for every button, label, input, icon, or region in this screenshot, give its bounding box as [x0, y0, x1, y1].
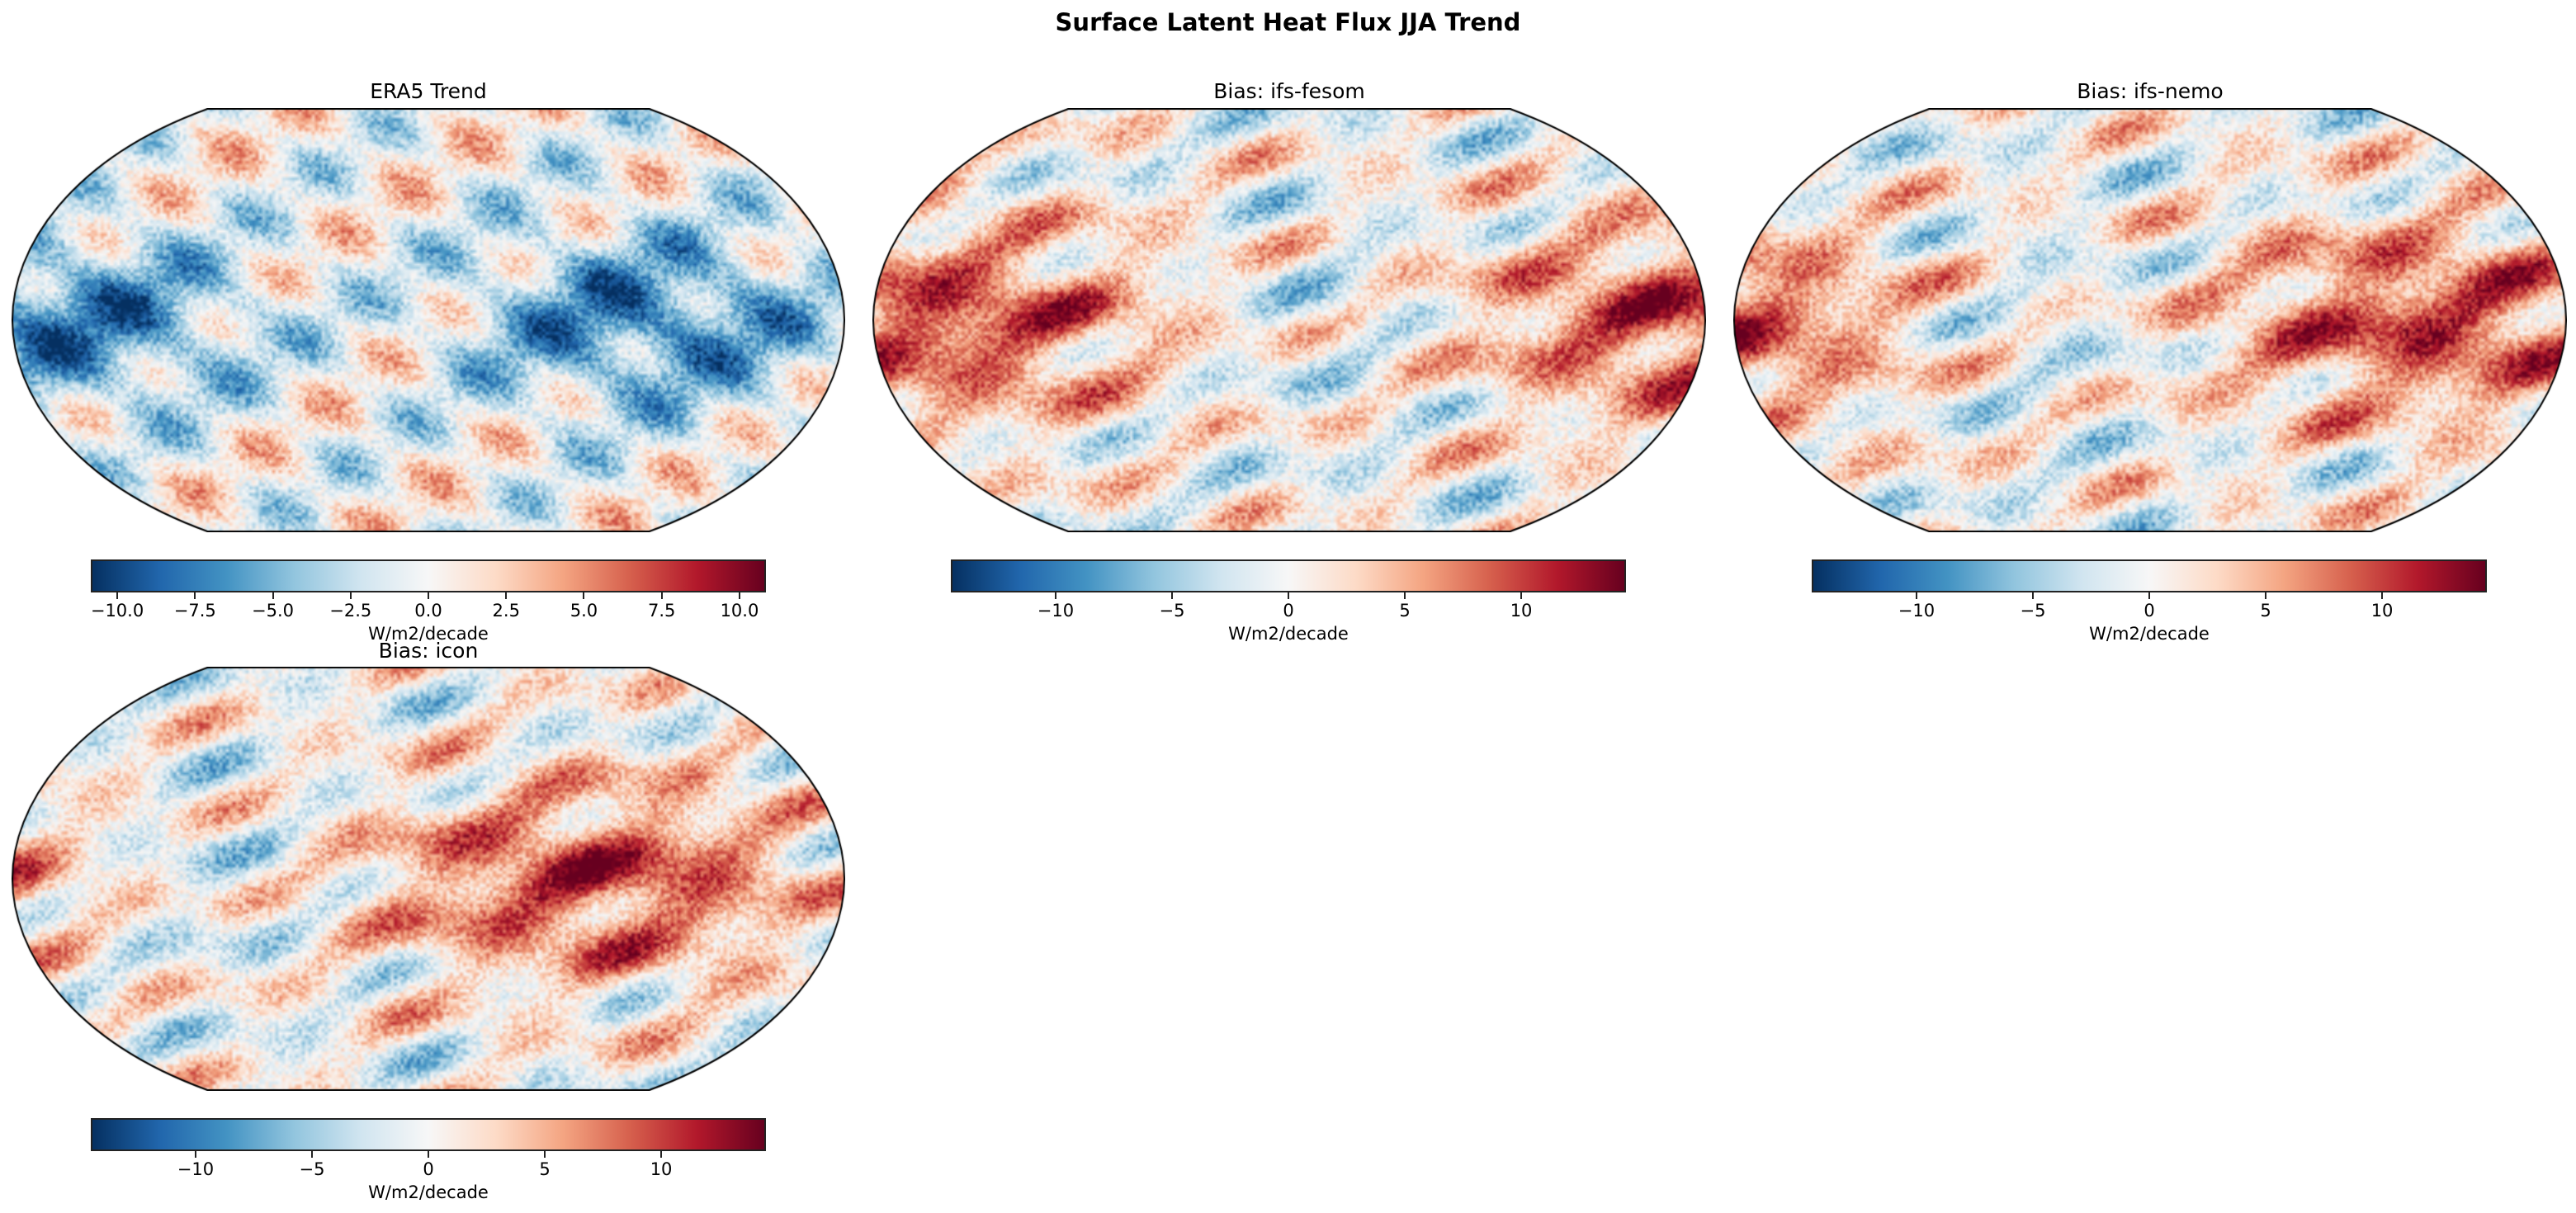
colorbar-tick	[116, 592, 119, 599]
colorbar-tick	[1520, 592, 1523, 599]
colorbar-tick-label: 10	[650, 1159, 673, 1179]
colorbar-tick	[1054, 592, 1056, 599]
colorbar-tick-label: 10	[2370, 601, 2394, 621]
panel-title: Bias: ifs-fesom	[1213, 79, 1365, 103]
colorbar-label: W/m2/decade	[368, 1182, 489, 1202]
colorbar-tick-label: −10	[1037, 601, 1075, 621]
colorbar-label: W/m2/decade	[1228, 624, 1349, 644]
colorbar-tick-label: 5	[2260, 601, 2271, 621]
colorbar-tick	[660, 592, 663, 599]
colorbar-tick	[738, 592, 740, 599]
colorbar-tick	[194, 1151, 196, 1158]
colorbar-tick	[349, 592, 352, 599]
colorbar-tick-label: 5	[539, 1159, 551, 1179]
colorbar-tick	[194, 592, 196, 599]
colorbar-tick	[583, 592, 585, 599]
colorbar-tick-label: −5	[1159, 601, 1185, 621]
colorbar-tick	[505, 592, 508, 599]
colorbar-tick-label: 5.0	[570, 601, 598, 621]
colorbar-tick-label: −5	[299, 1159, 325, 1179]
colorbar-tick-label: 10	[1510, 601, 1533, 621]
map-heatmap	[1733, 108, 2567, 532]
colorbar-tick-label: 5	[1399, 601, 1411, 621]
colorbar-tick-label: −10.0	[90, 601, 144, 621]
colorbar-tick	[2031, 592, 2034, 599]
figure-title: Surface Latent Heat Flux JJA Trend	[1055, 8, 1521, 36]
colorbar-tick-label: −5	[2020, 601, 2046, 621]
panel-title: Bias: ifs-nemo	[2077, 79, 2224, 103]
colorbar-tick-label: −7.5	[173, 601, 216, 621]
colorbar-tick	[2265, 592, 2267, 599]
colorbar-tick-label: −10	[177, 1159, 215, 1179]
colorbar-label: W/m2/decade	[368, 624, 489, 644]
colorbar-tick-label: −2.5	[329, 601, 372, 621]
colorbar-tick	[272, 592, 274, 599]
colorbar-tick-label: 7.5	[648, 601, 676, 621]
colorbar-tick-label: 2.5	[492, 601, 520, 621]
colorbar	[1812, 559, 2487, 592]
colorbar-tick-label: −10	[1898, 601, 1936, 621]
panel-title: Bias: icon	[378, 639, 479, 663]
colorbar-tick	[1915, 592, 1917, 599]
colorbar	[951, 559, 1626, 592]
map-heatmap	[872, 108, 1706, 532]
panel-title: ERA5 Trend	[370, 79, 487, 103]
colorbar-tick-label: −5.0	[252, 601, 295, 621]
colorbar-tick	[428, 592, 429, 599]
colorbar	[91, 559, 766, 592]
colorbar-tick	[660, 1151, 663, 1158]
colorbar-tick	[1288, 592, 1289, 599]
colorbar-tick	[1404, 592, 1406, 599]
map-heatmap	[12, 667, 845, 1091]
colorbar-tick	[2381, 592, 2384, 599]
colorbar-tick-label: 10.0	[720, 601, 759, 621]
colorbar-tick	[544, 1151, 546, 1158]
colorbar-tick-label: 0	[2144, 601, 2155, 621]
colorbar-tick	[310, 1151, 313, 1158]
map-heatmap	[12, 108, 845, 532]
colorbar-tick	[428, 1151, 429, 1158]
colorbar-tick	[1170, 592, 1173, 599]
colorbar-tick-label: 0.0	[414, 601, 442, 621]
colorbar	[91, 1118, 766, 1151]
colorbar-tick	[2148, 592, 2150, 599]
colorbar-label: W/m2/decade	[2089, 624, 2210, 644]
colorbar-tick-label: 0	[423, 1159, 434, 1179]
colorbar-tick-label: 0	[1283, 601, 1294, 621]
